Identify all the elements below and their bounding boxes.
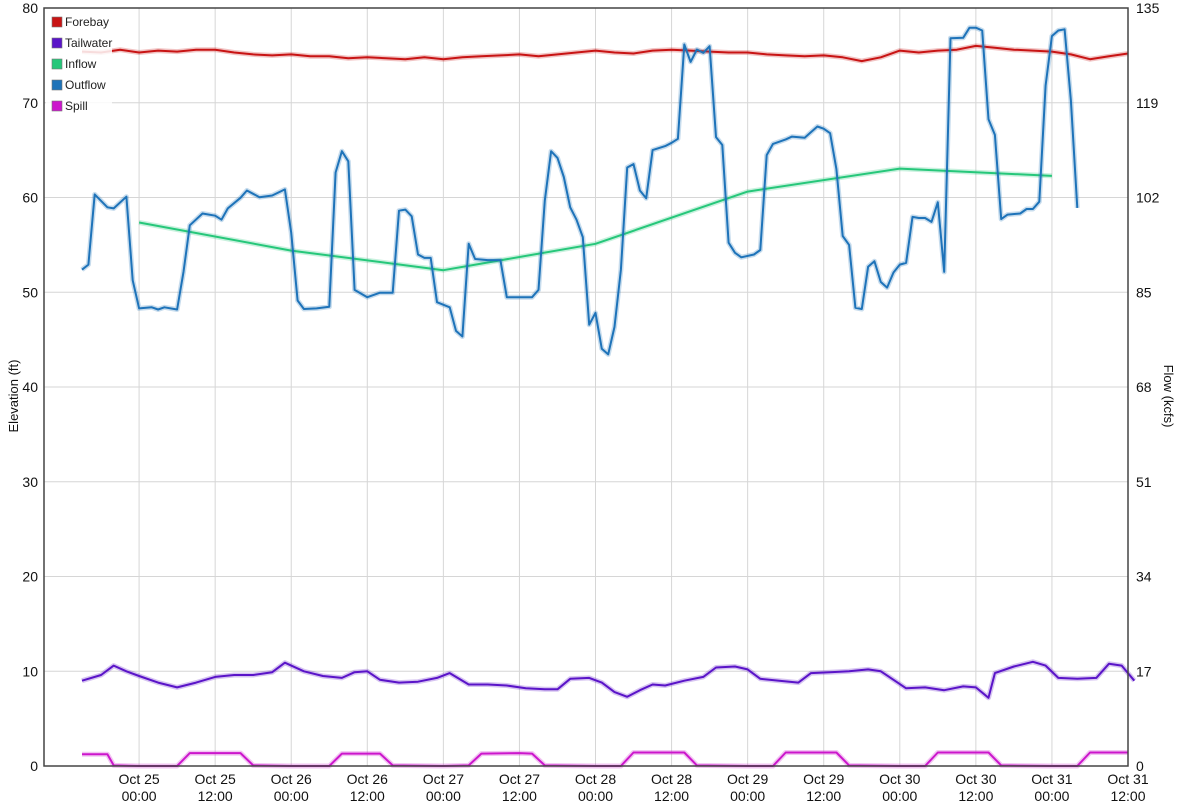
x-tick-time: 00:00	[122, 788, 157, 804]
legend-item-inflow[interactable]: Inflow	[51, 57, 97, 71]
legend-item-outflow[interactable]: Outflow	[51, 78, 106, 92]
x-tick-date: Oct 30	[879, 771, 920, 787]
y-left-tick-label: 40	[22, 379, 38, 395]
x-tick-date: Oct 29	[803, 771, 844, 787]
y-right-tick-label: 68	[1136, 379, 1152, 395]
y-right-tick-label: 34	[1136, 569, 1152, 585]
legend-swatch-outflow	[51, 79, 63, 91]
y-left-tick-label: 0	[30, 758, 38, 774]
x-tick-time: 12:00	[198, 788, 233, 804]
x-tick-time: 00:00	[730, 788, 765, 804]
x-tick-date: Oct 25	[195, 771, 236, 787]
tick-labels: 0 10 20 30 40 50 60 70 80 0 17 34 51 68 85 102 119 135 Oct…	[22, 0, 1159, 804]
y-left-tick-label: 20	[22, 569, 38, 585]
legend-item-tailwater[interactable]: Tailwater	[51, 36, 112, 50]
x-tick-time: 00:00	[578, 788, 613, 804]
legend-label-spill: Spill	[65, 99, 88, 113]
x-tick-time: 12:00	[654, 788, 689, 804]
y-axis-right-title: Flow (kcfs)	[1161, 365, 1176, 428]
x-tick-time: 12:00	[350, 788, 385, 804]
x-tick-date: Oct 31	[1031, 771, 1072, 787]
x-tick-time: 00:00	[1034, 788, 1069, 804]
y-right-tick-label: 119	[1136, 95, 1159, 111]
legend-swatch-tailwater	[51, 37, 63, 49]
x-tick-time: 00:00	[274, 788, 309, 804]
legend-swatch-spill	[51, 100, 63, 112]
y-left-tick-label: 70	[22, 95, 38, 111]
y-right-tick-label: 102	[1136, 190, 1160, 206]
tailwater-line-glow	[81, 659, 1137, 701]
legend-item-forebay[interactable]: Forebay	[51, 15, 109, 29]
x-tick-date: Oct 27	[499, 771, 540, 787]
legend-swatch-forebay	[51, 16, 63, 28]
y-left-tick-label: 60	[22, 190, 38, 206]
y-left-tick-label: 10	[22, 663, 38, 679]
legend-label-forebay: Forebay	[65, 15, 109, 29]
x-tick-date: Oct 26	[347, 771, 388, 787]
legend-label-tailwater: Tailwater	[65, 36, 112, 50]
x-tick-date: Oct 25	[118, 771, 159, 787]
x-tick-date: Oct 28	[651, 771, 692, 787]
y-right-tick-label: 135	[1136, 0, 1160, 16]
legend-label-inflow: Inflow	[65, 57, 97, 71]
y-left-tick-label: 50	[22, 284, 38, 300]
x-tick-date: Oct 26	[271, 771, 312, 787]
y-left-tick-label: 30	[22, 474, 38, 490]
legend-item-spill[interactable]: Spill	[51, 99, 88, 113]
y-left-tick-label: 80	[22, 0, 38, 16]
x-tick-time: 12:00	[958, 788, 993, 804]
legend[interactable]: Forebay Tailwater Inflow Outflow Spill	[46, 10, 112, 118]
x-tick-time: 00:00	[882, 788, 917, 804]
series-lines	[80, 25, 1137, 769]
plot-frame	[43, 7, 1129, 767]
forebay-line	[81, 44, 1129, 63]
inflow-line	[138, 167, 1052, 272]
legend-label-outflow: Outflow	[65, 78, 106, 92]
tailwater-line	[81, 660, 1136, 699]
x-tick-date: Oct 27	[423, 771, 464, 787]
x-tick-date: Oct 28	[575, 771, 616, 787]
y-axis-left-title: Elevation (ft)	[6, 360, 21, 433]
x-tick-date: Oct 30	[955, 771, 996, 787]
y-right-tick-label: 51	[1136, 474, 1152, 490]
x-tick-date: Oct 31	[1107, 771, 1148, 787]
x-tick-time: 00:00	[426, 788, 461, 804]
x-tick-date: Oct 29	[727, 771, 768, 787]
legend-swatch-inflow	[51, 58, 63, 70]
y-right-tick-label: 85	[1136, 284, 1152, 300]
y-right-tick-label: 0	[1136, 758, 1144, 774]
spill-line-glow	[82, 750, 1128, 769]
outflow-line-glow	[80, 25, 1080, 357]
y-right-tick-label: 17	[1136, 663, 1152, 679]
grid	[44, 8, 1128, 766]
x-tick-time: 12:00	[806, 788, 841, 804]
outflow-line	[81, 26, 1079, 356]
x-tick-time: 12:00	[1110, 788, 1145, 804]
x-tick-time: 12:00	[502, 788, 537, 804]
